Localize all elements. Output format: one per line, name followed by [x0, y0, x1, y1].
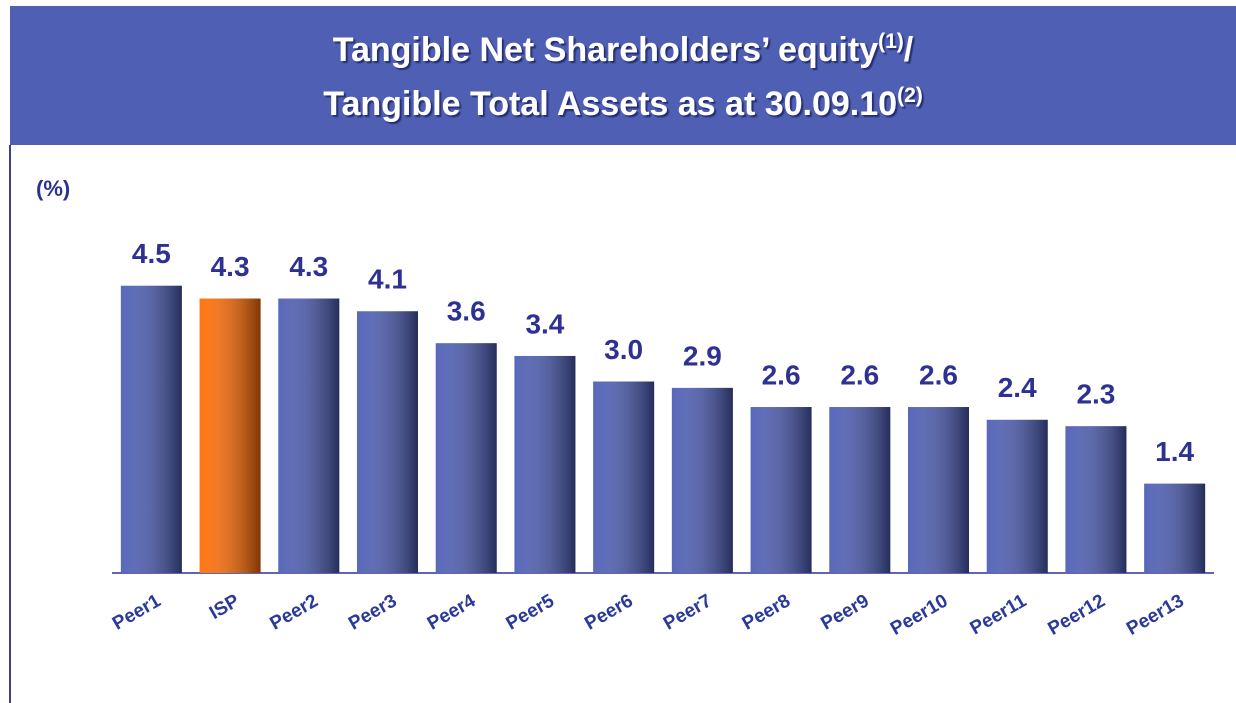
bar-shade [829, 407, 891, 573]
x-tick-label: Peer9 [817, 590, 872, 634]
x-tick-label: Peer6 [581, 590, 636, 634]
bar-shade [199, 298, 261, 573]
header-band [10, 6, 1236, 145]
bar-shade [1144, 483, 1206, 573]
x-tick-label: Peer10 [887, 590, 951, 639]
value-label: 2.6 [840, 359, 879, 390]
bar-shade [986, 419, 1048, 573]
value-label: 4.3 [211, 251, 250, 282]
title-note: (2) [897, 84, 923, 107]
value-label: 2.4 [998, 372, 1037, 403]
x-tick-label: Peer8 [739, 590, 794, 634]
value-label: 1.4 [1155, 436, 1194, 467]
bar-shade [671, 387, 733, 573]
bar-shade [278, 298, 340, 573]
title-suffix: / [904, 31, 914, 69]
value-label: 2.6 [762, 359, 801, 390]
bar-shade [593, 381, 655, 573]
bar-shade [357, 311, 418, 573]
x-tick-label: Peer5 [503, 590, 559, 634]
x-tick-label: Peer7 [660, 590, 715, 634]
value-label: 2.3 [1076, 379, 1115, 410]
value-label: 4.3 [289, 251, 328, 282]
x-tick-label: ISP [206, 590, 243, 624]
title-line: Tangible Total Assets as at 30.09.10(2) [323, 84, 923, 123]
x-tick-label: Peer1 [109, 590, 165, 634]
bar-shade [750, 407, 812, 573]
x-tick-label: Peer4 [424, 590, 480, 634]
bar-shade [514, 355, 576, 573]
value-label: 3.6 [447, 296, 486, 327]
x-tick-label: Peer12 [1044, 590, 1108, 639]
value-label: 4.5 [132, 238, 171, 269]
x-tick-label: Peer2 [266, 590, 321, 634]
bar-shade [435, 343, 497, 573]
x-tick-label: Peer13 [1123, 590, 1187, 639]
title-text: Tangible Total Assets as at 30.09.10 [323, 85, 897, 123]
value-label: 4.1 [368, 264, 407, 295]
value-label: 2.9 [683, 340, 722, 371]
y-axis-label: (%) [36, 176, 70, 201]
value-label: 3.0 [604, 334, 643, 365]
bar-shade [908, 407, 969, 573]
title-line: Tangible Net Shareholders’ equity(1)/ [333, 30, 914, 69]
title-note: (1) [878, 30, 904, 53]
value-label: 2.6 [919, 359, 958, 390]
bar-shade [120, 285, 182, 573]
x-tick-label: Peer3 [345, 590, 400, 634]
title-text: Tangible Net Shareholders’ equity [333, 31, 878, 69]
bar-shade [1065, 426, 1127, 573]
x-tick-label: Peer11 [967, 590, 1031, 639]
value-label: 3.4 [525, 308, 564, 339]
